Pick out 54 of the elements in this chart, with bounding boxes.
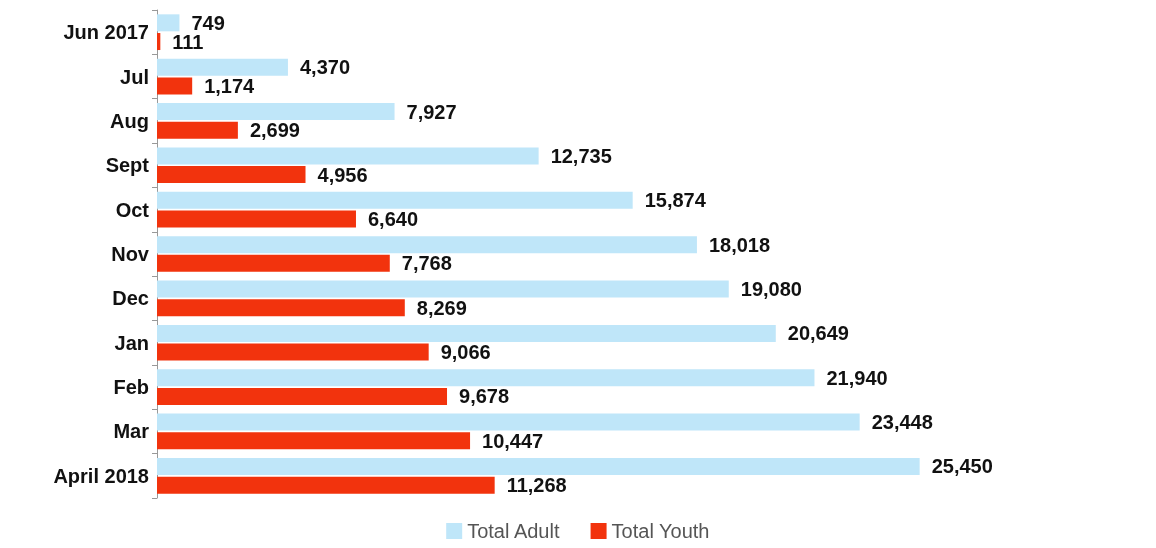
data-label: 11,268 bbox=[506, 474, 567, 497]
y-tick-label: Sept bbox=[105, 154, 150, 177]
y-tick-label: April 2018 bbox=[53, 464, 149, 487]
bar bbox=[157, 254, 390, 272]
y-tick-label: Jan bbox=[114, 331, 149, 354]
y-tick-label: Aug bbox=[110, 109, 149, 132]
bar bbox=[157, 343, 429, 361]
y-tick-label: Jul bbox=[120, 65, 149, 88]
data-label: 21,940 bbox=[826, 366, 888, 389]
legend-label: Total Adult bbox=[467, 520, 560, 542]
data-label: 6,640 bbox=[367, 207, 419, 230]
data-label: 23,448 bbox=[871, 411, 933, 434]
data-label: 19,080 bbox=[740, 278, 802, 301]
data-label: 1,174 bbox=[204, 74, 256, 97]
bar bbox=[157, 280, 729, 298]
bar bbox=[157, 166, 306, 184]
bar bbox=[157, 147, 539, 165]
data-label: 9,678 bbox=[459, 385, 510, 408]
bar bbox=[157, 58, 288, 76]
y-tick-label: Nov bbox=[111, 243, 150, 265]
bar bbox=[157, 210, 356, 228]
y-tick-label: Mar bbox=[113, 420, 150, 443]
bar bbox=[157, 14, 180, 32]
data-label: 15,874 bbox=[644, 189, 707, 212]
data-label: 7,927 bbox=[406, 100, 457, 123]
data-label: 4,370 bbox=[299, 56, 351, 79]
bar bbox=[157, 103, 395, 121]
data-label: 2,699 bbox=[249, 119, 300, 142]
y-tick-label: Feb bbox=[113, 376, 149, 399]
data-label: 18,018 bbox=[708, 233, 771, 256]
bar bbox=[157, 476, 495, 494]
bar bbox=[157, 457, 920, 475]
bar bbox=[157, 387, 448, 405]
y-tick-label: Oct bbox=[115, 198, 150, 221]
legend-label: Total Youth bbox=[611, 520, 710, 542]
data-label: 8,269 bbox=[416, 296, 467, 319]
bar bbox=[157, 369, 815, 387]
bar bbox=[157, 324, 776, 342]
data-label: 4,956 bbox=[317, 163, 368, 186]
bar bbox=[157, 191, 633, 209]
y-tick-label: Dec bbox=[112, 287, 149, 310]
bar bbox=[157, 121, 238, 139]
data-label: 9,066 bbox=[440, 341, 491, 364]
data-label: 25,450 bbox=[931, 455, 993, 478]
y-tick-label: Jun 2017 bbox=[63, 21, 149, 44]
bar bbox=[157, 77, 193, 95]
bar bbox=[157, 413, 860, 431]
data-label: 12,735 bbox=[550, 144, 612, 167]
data-label: 7,768 bbox=[401, 252, 452, 275]
bar bbox=[157, 236, 697, 254]
data-label: 10,447 bbox=[482, 429, 544, 452]
data-label: 20,649 bbox=[787, 322, 849, 345]
bar bbox=[157, 299, 405, 317]
bar bbox=[157, 432, 471, 450]
